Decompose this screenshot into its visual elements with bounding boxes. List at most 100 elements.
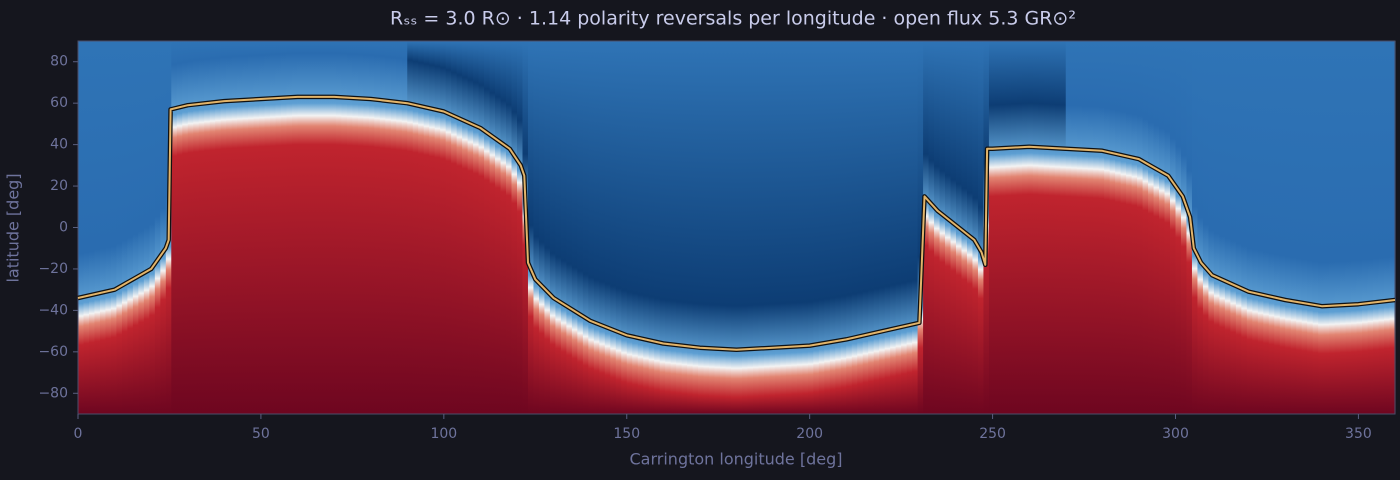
heat-column	[851, 41, 858, 414]
y-tick-label: 80	[50, 54, 68, 70]
heat-column	[533, 41, 540, 414]
x-tick-label: 50	[252, 426, 270, 442]
heat-column	[270, 41, 277, 414]
x-axis-label: Carrington longitude [deg]	[630, 450, 843, 469]
heat-column	[484, 41, 491, 414]
heat-column	[632, 41, 639, 414]
heat-column	[434, 41, 441, 414]
heat-column	[259, 41, 266, 414]
heat-column	[988, 41, 996, 414]
heat-column	[1170, 41, 1177, 414]
heat-column	[1389, 41, 1396, 414]
heat-column	[182, 41, 189, 414]
heat-column	[681, 41, 688, 414]
heat-column	[731, 41, 738, 414]
heat-column	[538, 41, 546, 414]
heat-column	[237, 41, 244, 414]
x-tick-label: 0	[74, 426, 83, 442]
heat-column	[709, 41, 716, 414]
heat-column	[588, 41, 595, 414]
heat-column	[807, 41, 814, 414]
heat-column	[209, 41, 216, 414]
heat-column	[687, 41, 694, 414]
heat-column	[149, 41, 156, 414]
heat-column	[385, 41, 392, 414]
heat-column	[478, 41, 485, 414]
heat-column	[615, 41, 622, 414]
heat-column	[763, 41, 771, 414]
heat-column	[335, 41, 342, 414]
heat-column	[440, 41, 447, 414]
heat-column	[643, 41, 650, 414]
heat-column	[802, 41, 809, 414]
heat-column	[977, 41, 985, 414]
heat-column	[1054, 41, 1061, 414]
heat-column	[659, 41, 666, 414]
heat-column	[571, 41, 578, 414]
heat-column	[736, 41, 743, 414]
heat-column	[1115, 41, 1122, 414]
heat-column	[1159, 41, 1166, 414]
heat-column	[560, 41, 567, 414]
heat-column	[1087, 41, 1094, 414]
heat-column	[604, 41, 611, 414]
heat-column	[890, 41, 897, 414]
heat-column	[999, 41, 1006, 414]
heat-column	[1076, 41, 1083, 414]
heat-column	[368, 41, 375, 414]
heatmap	[78, 41, 1396, 414]
heat-column	[187, 41, 194, 414]
heat-column	[621, 41, 628, 414]
heat-column	[467, 41, 474, 414]
heat-column	[500, 41, 507, 414]
heat-column	[829, 41, 836, 414]
heat-column	[517, 41, 524, 414]
heat-column	[193, 41, 200, 414]
heat-column	[741, 41, 749, 414]
heat-column	[840, 41, 847, 414]
heat-column	[506, 41, 513, 414]
y-tick-label: 0	[59, 220, 68, 236]
heat-column	[692, 41, 699, 414]
heat-column	[1246, 41, 1253, 414]
heat-column	[884, 41, 891, 414]
heat-column	[1351, 41, 1358, 414]
heat-column	[923, 41, 930, 414]
heat-column	[1235, 41, 1242, 414]
heat-column	[1164, 41, 1171, 414]
heat-column	[1109, 41, 1116, 414]
heat-column	[1175, 41, 1182, 414]
heat-column	[302, 41, 310, 414]
heat-column	[1384, 41, 1391, 414]
heat-column	[676, 41, 683, 414]
heat-column	[1093, 41, 1100, 414]
heat-column	[835, 41, 842, 414]
heat-column	[577, 41, 584, 414]
y-tick-label: −40	[38, 302, 68, 318]
heat-column	[121, 41, 128, 414]
heat-column	[818, 41, 825, 414]
heat-column	[1180, 41, 1188, 414]
heat-column	[747, 41, 754, 414]
heat-column	[1362, 41, 1369, 414]
heat-column	[994, 41, 1001, 414]
heat-column	[1027, 41, 1034, 414]
heat-column	[1230, 41, 1237, 414]
heat-column	[1367, 41, 1374, 414]
heat-column	[286, 41, 293, 414]
heat-column	[720, 41, 727, 414]
heat-column	[966, 41, 974, 414]
heat-column	[939, 41, 946, 414]
heat-column	[456, 41, 463, 414]
heat-column	[714, 41, 721, 414]
heat-column	[401, 41, 408, 414]
heat-column	[78, 41, 85, 414]
heat-column	[1208, 41, 1215, 414]
heat-column	[1071, 41, 1078, 414]
heat-column	[511, 41, 518, 414]
x-tick-label: 250	[979, 426, 1006, 442]
y-tick-label: 40	[50, 137, 68, 153]
heat-column	[220, 41, 227, 414]
heat-column	[1032, 41, 1039, 414]
heat-column	[1148, 41, 1155, 414]
